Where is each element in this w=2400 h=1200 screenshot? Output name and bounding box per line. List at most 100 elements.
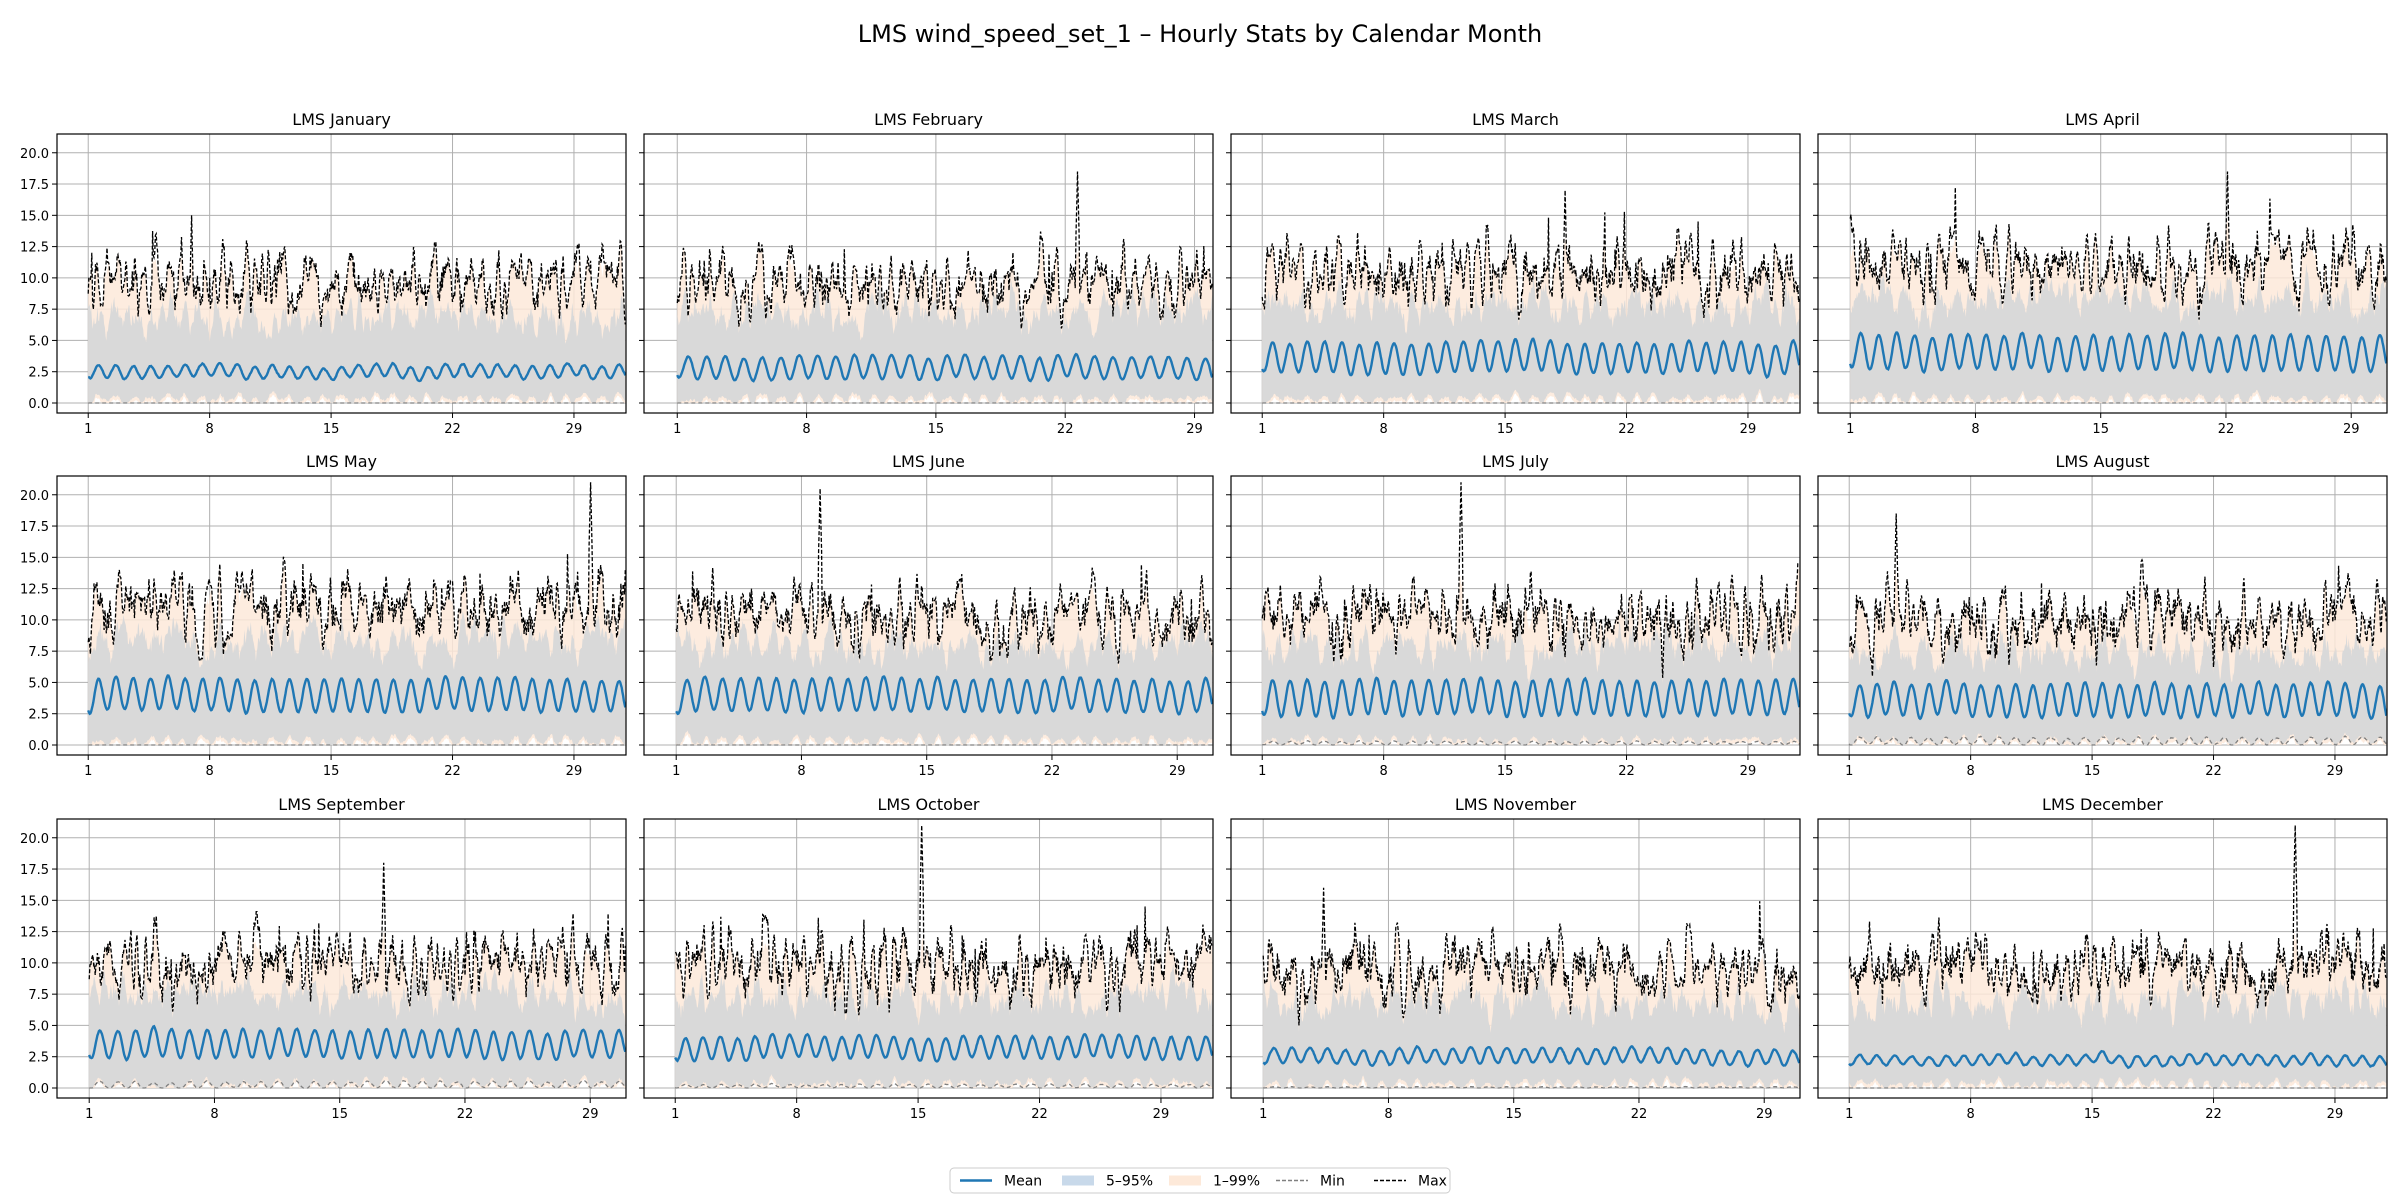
y-tick-label: 0.0 bbox=[28, 739, 49, 754]
x-tick-label: 1 bbox=[84, 764, 92, 779]
series-min-line bbox=[1262, 739, 1800, 746]
series-mean-line bbox=[1261, 676, 1800, 720]
x-tick-label: 1 bbox=[1845, 1107, 1853, 1122]
legend-item-mean: Mean bbox=[960, 1174, 1042, 1190]
x-tick-label: 15 bbox=[323, 764, 340, 779]
band-5-95 bbox=[676, 616, 1213, 745]
x-tick-label: 29 bbox=[2327, 764, 2344, 779]
figure-title: LMS wind_speed_set_1 – Hourly Stats by C… bbox=[858, 20, 1542, 48]
y-tick-label: 7.5 bbox=[28, 645, 49, 660]
x-tick-label: 15 bbox=[2092, 422, 2109, 437]
x-tick-label: 8 bbox=[1971, 422, 1979, 437]
panel-title: LMS March bbox=[1472, 110, 1559, 129]
panel-4: LMS April 1 8 15 22 29 bbox=[1813, 110, 2388, 437]
y-tick-label: 10.0 bbox=[20, 957, 49, 972]
panels-grid: LMS January 1 8 15 22 29 0.0 2.5 5.0 7.5 10.0 12.5 1… bbox=[20, 110, 2388, 1122]
y-tick-label: 15.0 bbox=[20, 894, 49, 909]
panel-title: LMS January bbox=[292, 110, 391, 129]
plot-frame bbox=[643, 475, 1214, 756]
x-tick-label: 8 bbox=[1380, 764, 1388, 779]
x-tick-label: 29 bbox=[566, 764, 583, 779]
y-tick-label: 20.0 bbox=[20, 832, 49, 847]
plot-frame bbox=[1230, 818, 1801, 1099]
x-tick-label: 8 bbox=[1380, 422, 1388, 437]
band-5-95 bbox=[675, 963, 1213, 1088]
legend-label: Max bbox=[1418, 1174, 1447, 1190]
series-max-line bbox=[1849, 171, 2387, 320]
x-tick-label: 8 bbox=[797, 764, 805, 779]
x-tick-label: 29 bbox=[1153, 1107, 1170, 1122]
legend: Mean 5–95% 1–99% Min Max bbox=[949, 1167, 1451, 1194]
panel-title: LMS October bbox=[878, 795, 980, 814]
series-max-line bbox=[675, 825, 1213, 1016]
x-tick-label: 15 bbox=[928, 422, 945, 437]
x-tick-label: 15 bbox=[2084, 1107, 2101, 1122]
series-max-line bbox=[87, 482, 626, 662]
y-tick-label: 12.5 bbox=[20, 926, 49, 941]
x-tick-label: 15 bbox=[910, 1107, 927, 1122]
x-tick-label: 8 bbox=[802, 422, 810, 437]
x-tick-label: 8 bbox=[1384, 1107, 1392, 1122]
legend-label: 5–95% bbox=[1106, 1174, 1153, 1190]
plot-frame bbox=[1817, 818, 2388, 1099]
plot-frame bbox=[1817, 475, 2388, 756]
series-max-line bbox=[675, 488, 1213, 664]
series-mean-line bbox=[88, 1024, 626, 1062]
legend-label: Min bbox=[1320, 1174, 1345, 1190]
series-max-line bbox=[1261, 190, 1800, 320]
x-tick-label: 22 bbox=[2205, 1107, 2222, 1122]
series-mean-line bbox=[1848, 678, 2387, 721]
series-min-line bbox=[89, 1079, 626, 1089]
x-tick-label: 15 bbox=[1497, 764, 1514, 779]
panel-11: LMS November 1 8 15 22 29 bbox=[1226, 795, 1801, 1122]
legend-item-1-99-: 1–99% bbox=[1169, 1174, 1260, 1190]
series-mean-line bbox=[676, 352, 1213, 383]
plot-frame bbox=[56, 475, 627, 756]
plot-frame bbox=[643, 818, 1214, 1099]
x-tick-label: 29 bbox=[1740, 422, 1757, 437]
y-tick-label: 15.0 bbox=[20, 209, 49, 224]
panel-title: LMS April bbox=[2065, 110, 2140, 129]
series-min-line bbox=[1848, 735, 2387, 746]
y-tick-label: 2.5 bbox=[28, 366, 49, 381]
x-tick-label: 8 bbox=[210, 1107, 218, 1122]
x-tick-label: 1 bbox=[673, 422, 681, 437]
x-tick-label: 15 bbox=[323, 422, 340, 437]
x-tick-label: 29 bbox=[582, 1107, 599, 1122]
y-tick-label: 17.5 bbox=[20, 178, 49, 193]
x-tick-label: 22 bbox=[1618, 422, 1635, 437]
panel-12: LMS December 1 8 15 22 29 bbox=[1813, 795, 2388, 1122]
panel-5: LMS May 1 8 15 22 29 0.0 2.5 5.0 7.5 10.0 12.5 15.0 1… bbox=[20, 452, 627, 779]
x-tick-label: 1 bbox=[1258, 764, 1266, 779]
band-5-95 bbox=[1263, 972, 1800, 1088]
series-max-line bbox=[1261, 482, 1800, 678]
panel-8: LMS August 1 8 15 22 29 bbox=[1813, 452, 2388, 779]
band-5-95 bbox=[1850, 263, 2387, 403]
x-tick-label: 22 bbox=[1044, 764, 1061, 779]
x-tick-label: 15 bbox=[2084, 764, 2101, 779]
x-tick-label: 22 bbox=[457, 1107, 474, 1122]
panel-title: LMS November bbox=[1455, 795, 1577, 814]
panel-1: LMS January 1 8 15 22 29 0.0 2.5 5.0 7.5 10.0 12.5 1… bbox=[20, 110, 627, 437]
x-tick-label: 8 bbox=[1967, 764, 1975, 779]
series-mean-line bbox=[1261, 337, 1800, 379]
series-max-line bbox=[676, 171, 1213, 329]
x-tick-label: 1 bbox=[1259, 1107, 1267, 1122]
series-max-line bbox=[87, 215, 626, 328]
legend-item-min: Min bbox=[1276, 1174, 1345, 1190]
y-tick-label: 7.5 bbox=[28, 988, 49, 1003]
x-tick-label: 15 bbox=[1505, 1107, 1522, 1122]
x-tick-label: 29 bbox=[1186, 422, 1203, 437]
legend-swatch bbox=[1062, 1175, 1094, 1186]
series-mean-line bbox=[1262, 1044, 1800, 1069]
series-mean-line bbox=[674, 1032, 1213, 1063]
series-mean-line bbox=[88, 361, 626, 383]
x-tick-label: 22 bbox=[1057, 422, 1074, 437]
y-tick-label: 5.0 bbox=[28, 334, 49, 349]
series-max-line bbox=[88, 862, 626, 1012]
y-tick-label: 10.0 bbox=[20, 614, 49, 629]
y-tick-label: 10.0 bbox=[20, 272, 49, 287]
panel-6: LMS June 1 8 15 22 29 bbox=[639, 452, 1214, 779]
panel-7: LMS July 1 8 15 22 29 bbox=[1226, 452, 1801, 779]
